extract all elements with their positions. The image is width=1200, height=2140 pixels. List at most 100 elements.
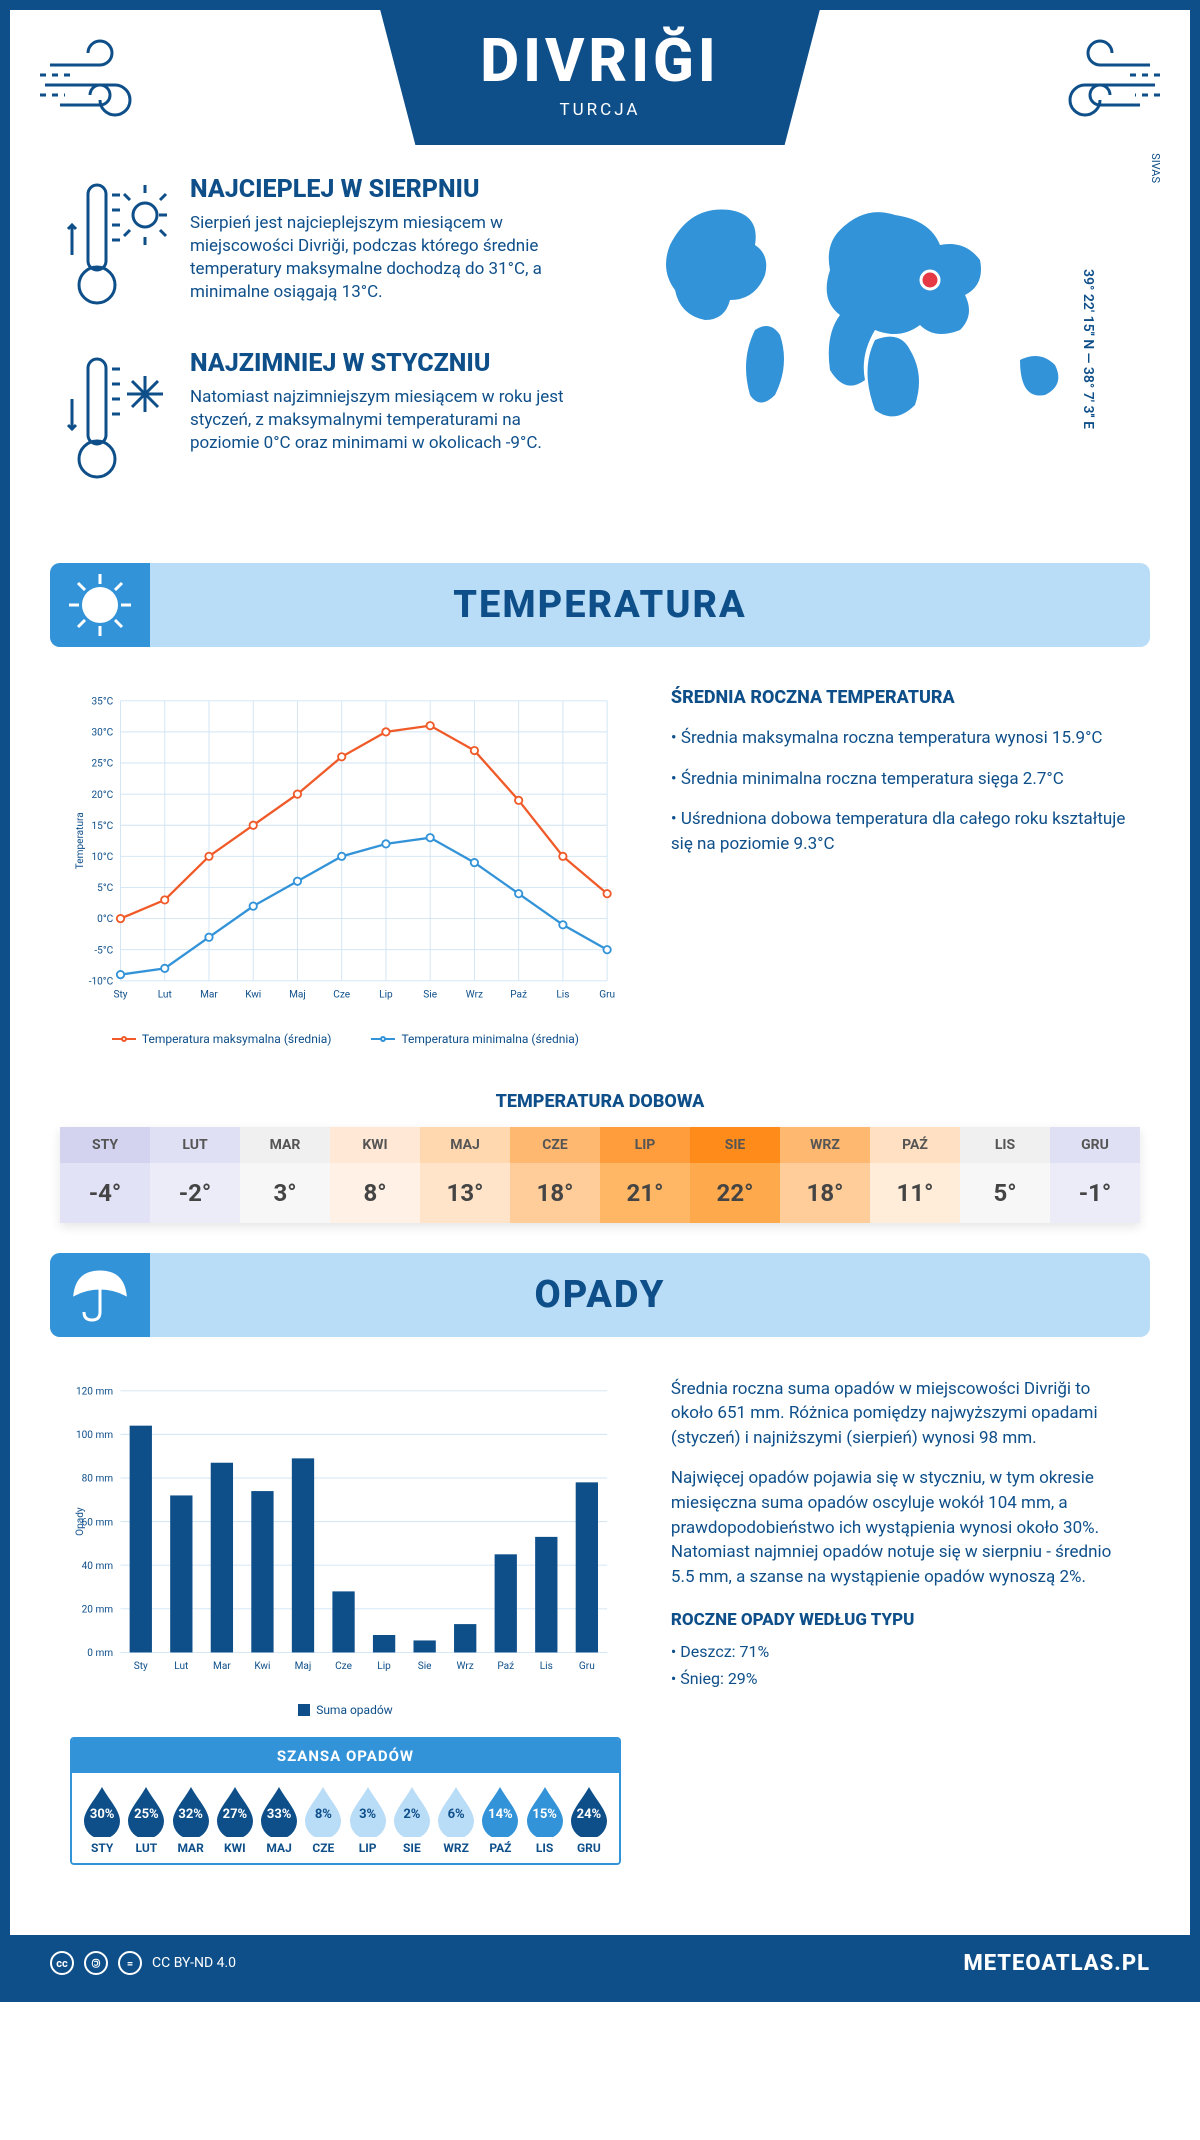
- page-title: DIVRIĞI: [480, 25, 720, 96]
- region-label: SIVAS: [1149, 153, 1162, 183]
- precip-legend-label: Suma opadów: [316, 1703, 393, 1717]
- fact-coldest: NAJZIMNIEJ W STYCZNIU Natomiast najzimni…: [60, 349, 580, 493]
- daily-temp-title: TEMPERATURA DOBOWA: [10, 1091, 1190, 1112]
- svg-text:Kwi: Kwi: [254, 1661, 270, 1672]
- chance-month: LUT: [124, 1841, 168, 1855]
- thermometer-hot-icon: [60, 175, 170, 319]
- intro-facts: NAJCIEPLEJ W SIERPNIU Sierpień jest najc…: [60, 175, 580, 523]
- chance-cell: 8% CZE: [301, 1785, 345, 1855]
- chance-value: 6%: [448, 1807, 465, 1822]
- drop-icon: 24%: [567, 1785, 611, 1837]
- svg-text:Lis: Lis: [540, 1661, 553, 1672]
- chance-month: STY: [80, 1841, 124, 1855]
- precip-chart-column: 0 mm20 mm40 mm60 mm80 mm100 mm120 mmStyL…: [70, 1377, 621, 1885]
- temperature-row: -10°C-5°C0°C5°C10°C15°C20°C25°C30°C35°CS…: [10, 667, 1190, 1066]
- precip-by-type: ROCZNE OPADY WEDŁUG TYPU • Deszcz: 71%• …: [671, 1610, 1130, 1690]
- stat-item: Średnia minimalna roczna temperatura się…: [671, 767, 1130, 792]
- footer-site: METEOATLAS.PL: [963, 1951, 1150, 1976]
- daily-temp-value: 18°: [510, 1163, 600, 1223]
- chance-title: SZANSA OPADÓW: [72, 1739, 619, 1773]
- chance-month: LIS: [523, 1841, 567, 1855]
- daily-temp-cell: LIS 5°: [960, 1127, 1050, 1223]
- chance-value: 27%: [223, 1807, 248, 1822]
- svg-text:80 mm: 80 mm: [82, 1473, 114, 1484]
- daily-temp-value: 21°: [600, 1163, 690, 1223]
- chance-cell: 2% SIE: [390, 1785, 434, 1855]
- drop-icon: 14%: [478, 1785, 522, 1837]
- svg-text:Sty: Sty: [134, 1661, 148, 1672]
- daily-temp-cell: STY -4°: [60, 1127, 150, 1223]
- daily-temp-month: STY: [60, 1127, 150, 1163]
- svg-text:Gru: Gru: [579, 1661, 595, 1672]
- svg-text:0°C: 0°C: [97, 914, 113, 925]
- fact-warmest-text: Sierpień jest najcieplejszym miesiącem w…: [190, 212, 580, 304]
- world-map-icon: [620, 175, 1140, 435]
- svg-text:Gru: Gru: [599, 989, 615, 1000]
- svg-text:Opady: Opady: [75, 1507, 86, 1536]
- section-banner-temperature: TEMPERATURA: [50, 563, 1150, 647]
- daily-temp-month: LIS: [960, 1127, 1050, 1163]
- svg-text:Paź: Paź: [510, 989, 527, 1000]
- daily-temp-value: -2°: [150, 1163, 240, 1223]
- chance-month: PAŹ: [478, 1841, 522, 1855]
- svg-text:Lip: Lip: [379, 989, 393, 1000]
- legend-swatch: [298, 1704, 310, 1716]
- svg-text:Cze: Cze: [333, 989, 350, 1000]
- precip-type-item: • Deszcz: 71%: [671, 1640, 1130, 1663]
- sun-icon: [50, 563, 150, 647]
- stat-item: Uśredniona dobowa temperatura dla całego…: [671, 807, 1130, 856]
- precip-type-title: ROCZNE OPADY WEDŁUG TYPU: [671, 1610, 1130, 1630]
- svg-text:Temperatura: Temperatura: [75, 812, 86, 869]
- drop-icon: 25%: [124, 1785, 168, 1837]
- daily-temp-month: MAR: [240, 1127, 330, 1163]
- daily-temp-month: LUT: [150, 1127, 240, 1163]
- svg-text:Cze: Cze: [335, 1661, 352, 1672]
- daily-temp-cell: MAR 3°: [240, 1127, 330, 1223]
- daily-temp-value: 11°: [870, 1163, 960, 1223]
- chance-value: 24%: [577, 1807, 602, 1822]
- drop-icon: 15%: [523, 1785, 567, 1837]
- intro-map: SIVAS 39° 22' 15'' N — 38° 7' 3'' E: [620, 175, 1140, 523]
- drop-icon: 8%: [301, 1785, 345, 1837]
- legend-label: Temperatura minimalna (średnia): [401, 1032, 579, 1046]
- svg-text:Kwi: Kwi: [245, 989, 261, 1000]
- location-marker-icon: [921, 271, 939, 289]
- daily-temp-value: 5°: [960, 1163, 1050, 1223]
- chance-month: MAJ: [257, 1841, 301, 1855]
- chance-cell: 14% PAŹ: [478, 1785, 522, 1855]
- daily-temp-month: CZE: [510, 1127, 600, 1163]
- license-text: CC BY-ND 4.0: [152, 1955, 236, 1971]
- fact-coldest-title: NAJZIMNIEJ W STYCZNIU: [190, 349, 580, 378]
- umbrella-icon: [50, 1253, 150, 1337]
- legend-item: Temperatura maksymalna (średnia): [112, 1032, 332, 1046]
- drop-icon: 30%: [80, 1785, 124, 1837]
- daily-temp-month: KWI: [330, 1127, 420, 1163]
- svg-text:35°C: 35°C: [92, 696, 114, 707]
- daily-temp-value: 22°: [690, 1163, 780, 1223]
- chance-month: KWI: [213, 1841, 257, 1855]
- chance-cell: 24% GRU: [567, 1785, 611, 1855]
- daily-temp-value: -4°: [60, 1163, 150, 1223]
- chance-value: 32%: [178, 1807, 203, 1822]
- chance-value: 33%: [267, 1807, 292, 1822]
- daily-temp-value: -1°: [1050, 1163, 1140, 1223]
- svg-text:Lis: Lis: [556, 989, 569, 1000]
- section-banner-precip: OPADY: [50, 1253, 1150, 1337]
- precip-bar-chart: 0 mm20 mm40 mm60 mm80 mm100 mm120 mmStyL…: [70, 1377, 621, 1689]
- svg-text:25°C: 25°C: [92, 759, 114, 770]
- chance-month: LIP: [346, 1841, 390, 1855]
- svg-text:20 mm: 20 mm: [82, 1604, 114, 1615]
- svg-text:5°C: 5°C: [97, 883, 113, 894]
- chance-cell: 27% KWI: [213, 1785, 257, 1855]
- daily-temp-cell: PAŹ 11°: [870, 1127, 960, 1223]
- by-icon: 🄯: [84, 1951, 108, 1975]
- wind-icon: [1020, 30, 1160, 130]
- drop-icon: 3%: [346, 1785, 390, 1837]
- svg-text:-5°C: -5°C: [94, 945, 113, 956]
- daily-temp-cell: KWI 8°: [330, 1127, 420, 1223]
- chance-month: CZE: [301, 1841, 345, 1855]
- intro-section: NAJCIEPLEJ W SIERPNIU Sierpień jest najc…: [10, 145, 1190, 543]
- thermometer-cold-icon: [60, 349, 170, 493]
- chance-value: 15%: [532, 1807, 557, 1822]
- svg-text:Lip: Lip: [377, 1661, 391, 1672]
